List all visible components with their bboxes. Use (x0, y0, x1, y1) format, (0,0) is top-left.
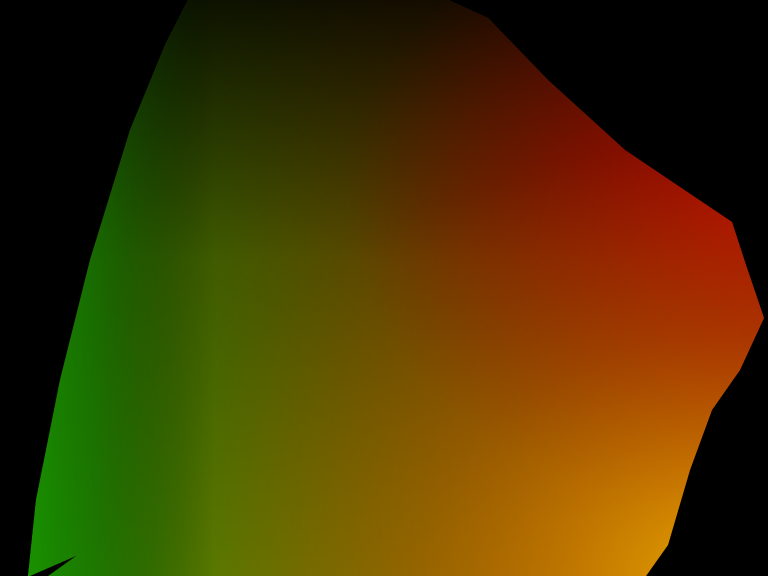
bottom-notch (30, 556, 76, 576)
